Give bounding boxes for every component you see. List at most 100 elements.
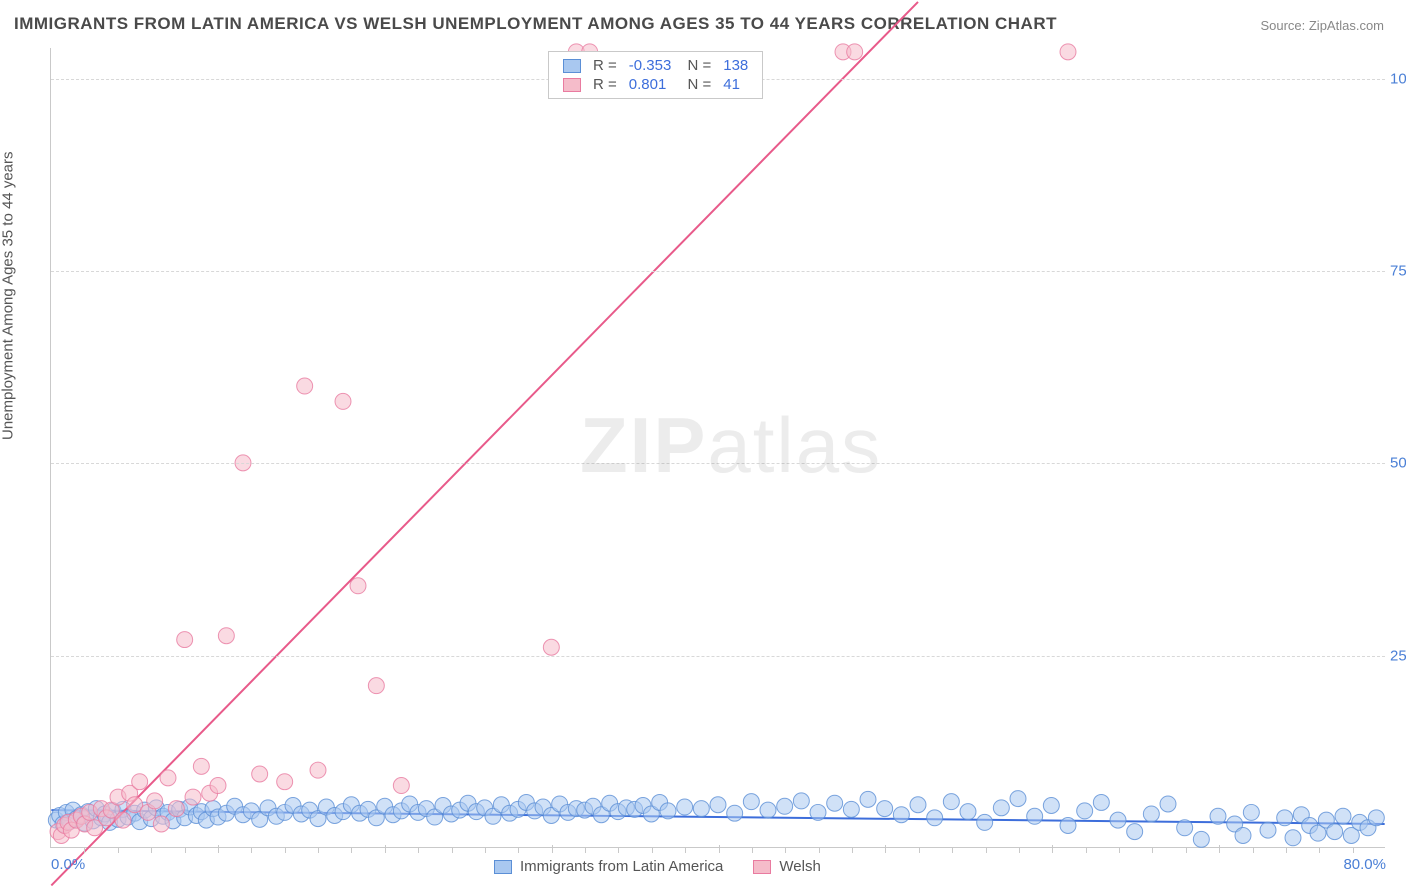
data-point-series1 [1110,812,1126,828]
x-tick [385,845,386,853]
swatch-series1 [494,860,512,874]
data-point-series2 [297,378,313,394]
plot-area: 25.0%50.0%75.0%100.0%0.0%80.0% [50,48,1385,848]
data-point-series2 [168,801,184,817]
data-point-series1 [777,798,793,814]
y-tick-label: 25.0% [1390,647,1406,664]
x-tick [1052,845,1053,853]
data-point-series1 [1010,791,1026,807]
n-value-series1: 138 [717,56,754,75]
x-tick [1319,848,1320,853]
chart-title: IMMIGRANTS FROM LATIN AMERICA VS WELSH U… [14,14,1057,34]
trend-line-series2 [51,2,918,886]
x-tick [752,848,753,853]
data-point-series2 [310,762,326,778]
x-tick [218,845,219,853]
x-tick-label: 80.0% [1343,856,1386,873]
data-point-series2 [153,816,169,832]
r-value-series1: -0.353 [623,56,678,75]
x-tick [1086,848,1087,853]
x-tick [84,848,85,853]
scatter-chart-svg [51,48,1385,847]
data-point-series1 [660,803,676,819]
x-tick [785,848,786,853]
x-tick [452,848,453,853]
x-tick [1353,848,1354,853]
data-point-series1 [927,810,943,826]
data-point-series2 [543,639,559,655]
legend-row-series2: R = 0.801 N = 41 [557,75,754,94]
data-point-series1 [760,802,776,818]
gridline [51,463,1385,464]
swatch-series2 [753,860,771,874]
x-tick [919,848,920,853]
data-point-series1 [1368,810,1384,826]
data-point-series1 [1093,794,1109,810]
data-point-series1 [977,814,993,830]
data-point-series1 [910,797,926,813]
x-tick [318,848,319,853]
x-tick [552,845,553,853]
series2-label: Welsh [779,858,820,875]
data-point-series2 [115,812,131,828]
x-tick [585,848,586,853]
x-tick [418,848,419,853]
data-point-series2 [1060,44,1076,60]
series1-label: Immigrants from Latin America [520,858,723,875]
x-tick [652,848,653,853]
data-point-series1 [1177,820,1193,836]
data-point-series1 [1043,798,1059,814]
source-attribution: Source: ZipAtlas.com [1260,18,1384,33]
data-point-series1 [1285,830,1301,846]
x-tick [719,845,720,853]
data-point-series1 [1260,822,1276,838]
x-tick [685,848,686,853]
data-point-series1 [893,807,909,823]
data-point-series2 [210,778,226,794]
x-tick [952,848,953,853]
data-point-series2 [252,766,268,782]
n-value-series2: 41 [717,75,754,94]
n-label: N = [677,75,717,94]
x-tick [1152,848,1153,853]
legend-item-series1: Immigrants from Latin America [494,858,723,875]
data-point-series1 [710,797,726,813]
data-point-series1 [943,794,959,810]
data-point-series1 [993,800,1009,816]
data-point-series1 [843,801,859,817]
y-tick-label: 75.0% [1390,263,1406,280]
x-tick [185,848,186,853]
legend-item-series2: Welsh [753,858,820,875]
data-point-series2 [335,393,351,409]
y-tick-label: 50.0% [1390,455,1406,472]
correlation-legend: R = -0.353 N = 138 R = 0.801 N = 41 [548,51,763,99]
data-point-series1 [1060,817,1076,833]
legend-row-series1: R = -0.353 N = 138 [557,56,754,75]
x-tick [986,848,987,853]
data-point-series1 [693,801,709,817]
data-point-series1 [1193,831,1209,847]
data-point-series1 [1210,808,1226,824]
data-point-series1 [1160,796,1176,812]
x-tick [251,848,252,853]
x-tick [118,848,119,853]
data-point-series1 [1143,806,1159,822]
x-tick [1019,848,1020,853]
x-tick [1119,848,1120,853]
r-value-series2: 0.801 [623,75,678,94]
x-tick [885,845,886,853]
data-point-series2 [847,44,863,60]
x-tick [852,848,853,853]
data-point-series2 [218,628,234,644]
x-tick [351,848,352,853]
data-point-series1 [1027,808,1043,824]
data-point-series2 [368,678,384,694]
data-point-series2 [277,774,293,790]
data-point-series2 [185,789,201,805]
data-point-series2 [147,793,163,809]
data-point-series1 [743,794,759,810]
data-point-series1 [1335,808,1351,824]
n-label: N = [677,56,717,75]
x-tick [285,848,286,853]
x-tick [1219,845,1220,853]
